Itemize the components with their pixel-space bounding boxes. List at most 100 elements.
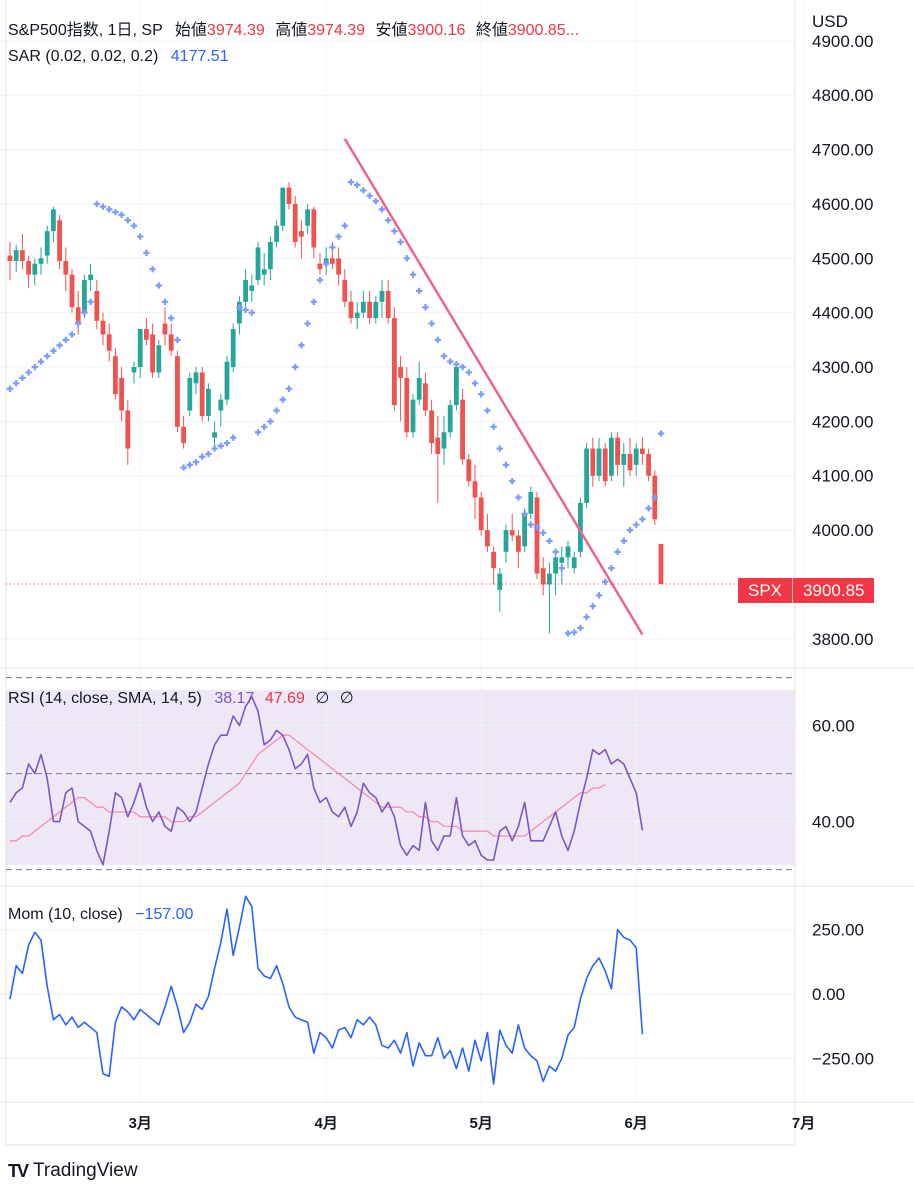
candle-body [392,318,397,406]
sar-point [416,287,423,295]
candle-body [243,280,248,302]
candle-body [367,301,372,319]
sar-point [161,298,169,305]
low-value: 3900.16 [407,22,466,39]
sar-point [645,505,652,512]
month-tick-label: 5月 [470,1115,493,1132]
sar-point [236,304,243,311]
candle-body [156,345,162,373]
rsi-sma-line [10,734,606,842]
sar-legend[interactable]: SAR (0.02, 0.02, 0.2) 4177.51 [8,47,229,67]
sar-point [589,603,596,610]
trendline [343,138,644,636]
candle-body [640,448,645,454]
sar-point [440,352,448,360]
month-tick-label: 6月 [625,1115,648,1132]
candle-body [26,261,31,275]
sar-point [428,320,435,327]
sar-point [602,578,609,585]
sar-point [304,320,311,327]
candle-body [230,328,236,368]
sar-point [6,385,14,392]
sar-point [447,358,454,365]
sar-point [44,352,51,360]
candle-body [540,568,546,585]
candle-body [522,513,527,547]
mom-legend[interactable]: Mom (10, close) −157.00 [8,905,193,925]
candle-body [137,328,143,368]
sar-point [633,521,640,528]
sar-point [68,331,76,338]
sar-point [540,529,547,537]
price-tick-label: 4000.00 [812,521,873,540]
candle-body [354,312,360,319]
candle-body [553,557,558,574]
currency-label[interactable]: USD [812,12,848,31]
sar-point [19,374,26,382]
high-value: 3974.39 [307,22,366,39]
candle-body [466,459,472,482]
sar-point [37,358,45,365]
price-tick-label: 4900.00 [812,32,873,51]
candle-body [305,209,310,226]
sar-point [273,407,280,414]
sar-point [385,217,392,224]
sar-point [657,430,665,437]
sar-point [118,211,125,219]
candle-body [224,361,230,400]
rsi-legend[interactable]: RSI (14, close, SMA, 14, 5) 38.17 47.69 … [8,689,354,709]
sar-point [180,464,187,471]
sar-point [124,217,131,224]
candle-body [69,274,75,308]
candle-body [596,448,602,476]
candle-body [478,497,484,531]
month-tick-label: 4月 [315,1115,338,1132]
sar-point [478,391,485,398]
candle-body [113,356,118,395]
candle-body [144,328,149,340]
sar-point [248,309,255,316]
price-tick-label: 3800.00 [812,630,873,649]
sar-point [292,363,299,371]
candle-body [268,242,273,270]
sar-point [639,516,646,523]
candle-body [609,437,614,476]
symbol-label[interactable]: S&P500指数, 1日, SP [8,22,163,39]
sar-point [217,442,224,450]
sar-point [347,179,355,186]
candle-body [237,301,242,324]
candle-body [57,220,62,262]
month-tick-label: 7月 [792,1115,815,1132]
sar-point [335,233,342,240]
candle-body [162,323,168,335]
sar-point [87,298,94,305]
candle-body [175,356,180,427]
sar-point [453,361,460,368]
sar-point [31,363,38,371]
candle-body [88,274,93,281]
sar-point [310,298,317,305]
candle-body [373,301,379,319]
candle-body [94,290,100,321]
sar-point [323,260,330,267]
candle-body [218,399,224,411]
sar-point [608,564,615,572]
sar-point [354,181,361,189]
candle-body [311,209,317,248]
sar-point [230,434,237,441]
candle-body [63,261,69,275]
candle-body [385,290,391,319]
candle-body [472,481,478,498]
sar-point [254,429,262,436]
candle-body [82,280,87,313]
sar-point [595,592,603,599]
rsi-value: 38.17 [214,690,255,707]
candle-body [485,530,490,547]
candle-body [460,399,465,460]
tradingview-brand[interactable]: TV TradingView [8,1160,138,1182]
sar-point [56,342,63,349]
sar-point [471,380,479,387]
candle-body [398,367,403,378]
sar-point [614,548,621,556]
